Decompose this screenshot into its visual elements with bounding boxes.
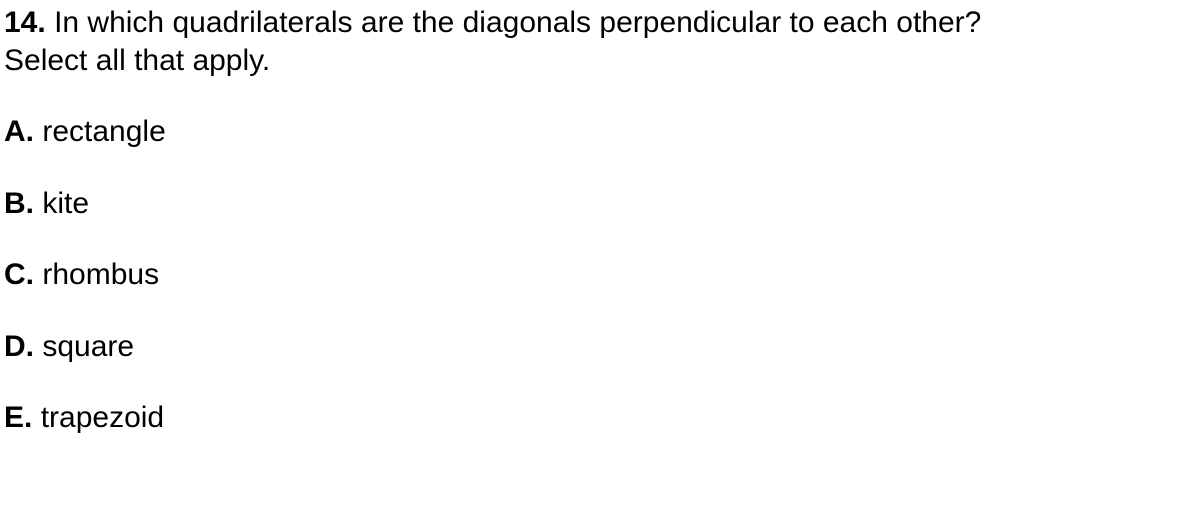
question-prompt: 14. In which quadrilaterals are the diag…: [4, 4, 1196, 79]
option-e[interactable]: E. trapezoid: [4, 399, 1196, 437]
option-letter: A.: [4, 115, 34, 148]
number-gap: [46, 6, 54, 39]
option-text: kite: [42, 187, 89, 220]
question-container: 14. In which quadrilaterals are the diag…: [0, 0, 1200, 437]
option-text: trapezoid: [41, 401, 164, 434]
question-text-line2: Select all that apply.: [4, 44, 270, 77]
option-letter: C.: [4, 258, 34, 291]
option-text: rectangle: [42, 115, 165, 148]
option-letter: D.: [4, 330, 34, 363]
option-text: square: [42, 330, 134, 363]
option-b[interactable]: B. kite: [4, 185, 1196, 223]
option-c[interactable]: C. rhombus: [4, 256, 1196, 294]
option-letter: E.: [4, 401, 32, 434]
question-text-line1: In which quadrilaterals are the diagonal…: [54, 6, 981, 39]
option-text: rhombus: [42, 258, 159, 291]
option-a[interactable]: A. rectangle: [4, 113, 1196, 151]
option-d[interactable]: D. square: [4, 328, 1196, 366]
option-letter: B.: [4, 187, 34, 220]
question-number: 14.: [4, 6, 46, 39]
